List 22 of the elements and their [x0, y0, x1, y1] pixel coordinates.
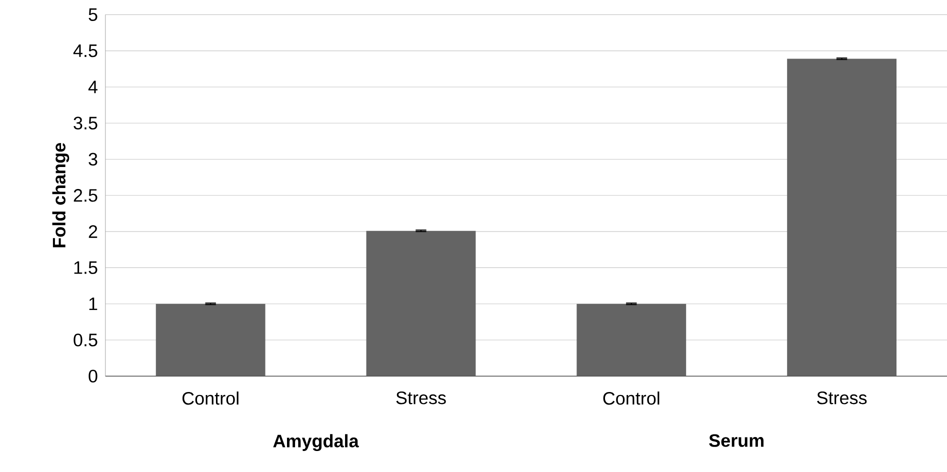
bar [156, 304, 266, 376]
y-tick-label: 1.5 [74, 261, 98, 274]
bar [366, 230, 476, 376]
text: Serum [709, 434, 764, 447]
bar [787, 58, 896, 376]
y-axis-title: Fold change [52, 142, 70, 248]
y-tick-label: 2.5 [74, 188, 98, 202]
y-tick-label: 4 [88, 80, 98, 94]
y-tick-label: 1 [89, 298, 98, 310]
x-tick-label: Control [182, 391, 238, 405]
y-tick-label: 0.5 [74, 334, 98, 346]
y-tick-label: 5 [88, 8, 98, 21]
y-tick-label: 2 [88, 225, 98, 238]
y-tick-label: 0 [88, 370, 98, 382]
y-tick-label: 4.5 [73, 44, 98, 58]
x-tick-label: Stress [817, 391, 867, 404]
text: Amygdala [273, 434, 359, 451]
bar [576, 304, 686, 376]
y-tick-label: 3.5 [74, 116, 98, 130]
y-tick-label: 3 [88, 152, 98, 166]
x-tick-label: Stress [396, 391, 446, 404]
x-tick-label: Control [603, 391, 660, 405]
